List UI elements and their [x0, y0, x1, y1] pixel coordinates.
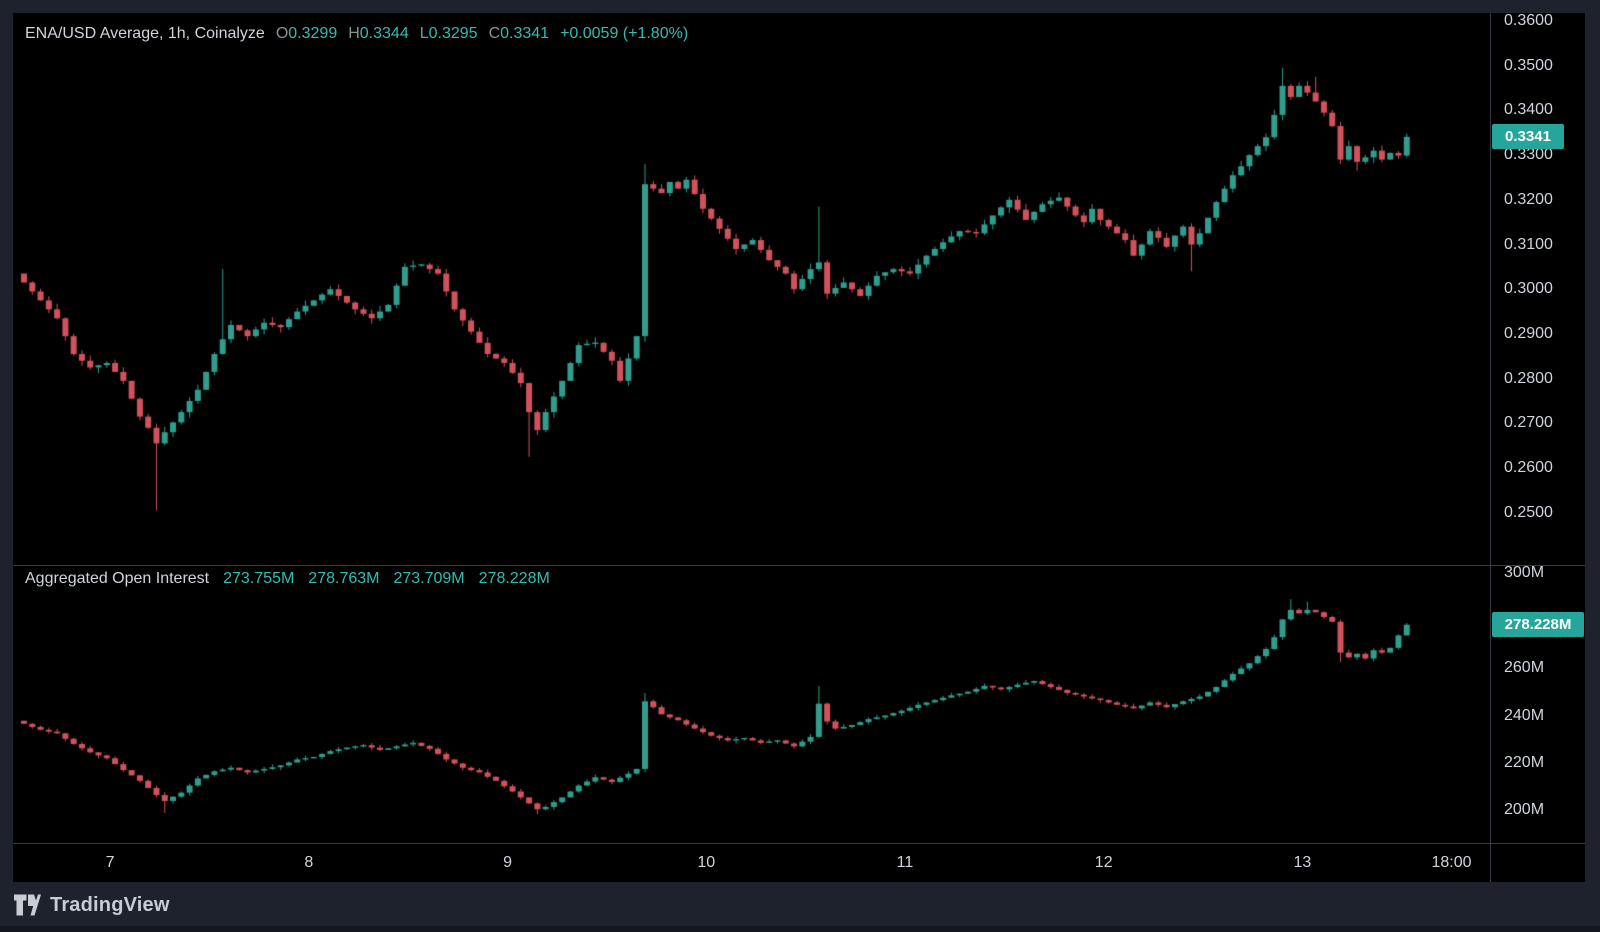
chart-area[interactable]: ENA/USD Average, 1h, Coinalyze O0.3299 H0.…	[13, 12, 1585, 882]
time-axis-separator	[13, 843, 1585, 844]
price-axis-separator	[1490, 13, 1491, 882]
tradingview-brand[interactable]: TradingView	[50, 893, 170, 916]
high-value: 0.3344	[359, 25, 409, 42]
price-axis-tick: 0.3500	[1504, 57, 1553, 74]
price-pane-legend: ENA/USD Average, 1h, Coinalyze O0.3299 H0.…	[25, 24, 688, 43]
oi-axis-tick: 220M	[1504, 754, 1545, 771]
oi-axis-tick: 300M	[1504, 564, 1545, 581]
price-axis-tick: 0.2700	[1504, 414, 1553, 431]
price-axis-tick: 0.3100	[1504, 236, 1553, 253]
oi-axis-tick: 260M	[1504, 659, 1545, 676]
close-value: 0.3341	[500, 25, 550, 42]
oi-last-value-badge: 278.228M	[1492, 612, 1584, 637]
price-axis-tick: 0.3000	[1504, 280, 1553, 297]
footer: TradingView	[14, 888, 170, 922]
price-axis-tick: 0.3400	[1504, 101, 1553, 118]
price-axis-tick: 0.2800	[1504, 370, 1553, 387]
price-axis-tick: 0.2600	[1504, 459, 1553, 476]
low-label: L	[419, 25, 429, 42]
change-value: +0.0059 (+1.80%)	[560, 25, 689, 42]
price-axis-tick: 0.3200	[1504, 191, 1553, 208]
symbol-title[interactable]: ENA/USD Average, 1h, Coinalyze	[25, 25, 265, 42]
price-axis-tick: 0.2500	[1504, 504, 1553, 521]
price-axis-tick: 0.2900	[1504, 325, 1553, 342]
price-axis-tick: 0.3300	[1504, 146, 1553, 163]
oi-close-value: 278.228M	[478, 570, 550, 587]
bottom-scroll-strip	[0, 926, 1600, 932]
last-price-badge: 0.3341	[1492, 124, 1564, 149]
pane-separator[interactable]	[13, 565, 1585, 566]
high-label: H	[348, 25, 360, 42]
open-label: O	[275, 25, 289, 42]
oi-pane-legend: Aggregated Open Interest 273.755M 278.763M…	[25, 569, 550, 588]
close-label: C	[488, 25, 501, 42]
price-axis-tick: 0.3600	[1504, 12, 1553, 29]
low-value: 0.3295	[428, 25, 478, 42]
oi-low-value: 273.709M	[393, 570, 465, 587]
oi-high-value: 278.763M	[308, 570, 380, 587]
oi-axis-tick: 200M	[1504, 801, 1545, 818]
candlestick-canvas[interactable]	[13, 13, 1585, 882]
tradingview-logo-icon[interactable]	[14, 893, 41, 917]
oi-axis-tick: 240M	[1504, 707, 1545, 724]
open-value: 0.3299	[288, 25, 338, 42]
oi-open-value: 273.755M	[223, 570, 295, 587]
oi-title[interactable]: Aggregated Open Interest	[25, 570, 210, 587]
